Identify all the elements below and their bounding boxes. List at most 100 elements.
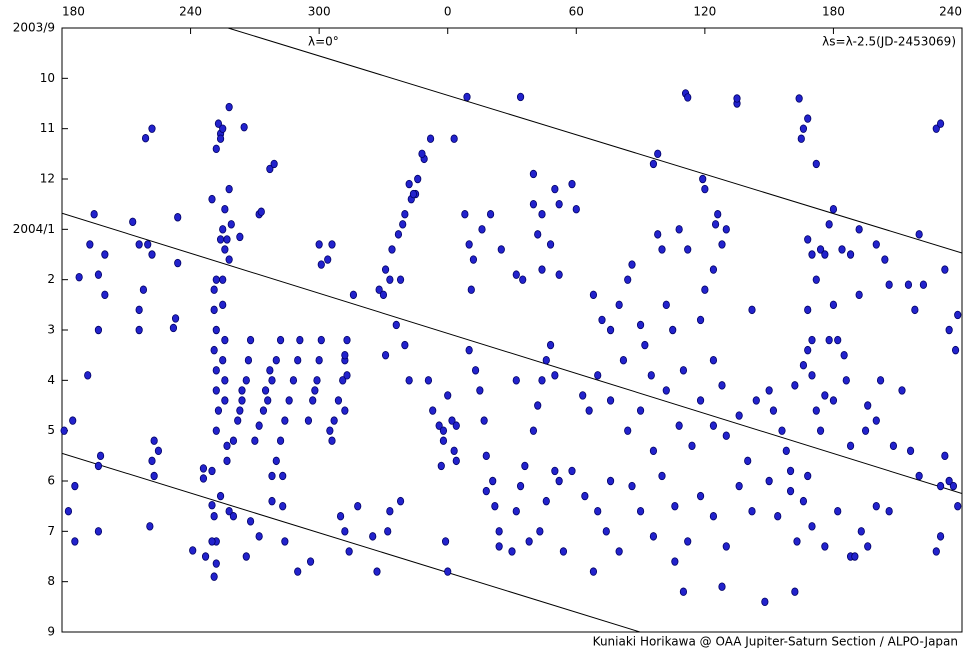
y-tick-label: 12 [40, 172, 55, 186]
point [521, 461, 529, 471]
point [821, 250, 829, 259]
point [808, 250, 816, 259]
point [279, 501, 287, 511]
point [872, 416, 880, 425]
point [861, 426, 870, 435]
point [221, 245, 229, 254]
point [606, 396, 615, 405]
point [932, 547, 940, 556]
point [647, 371, 655, 380]
point [701, 184, 709, 194]
point [722, 431, 730, 440]
point [334, 396, 343, 405]
point [786, 466, 795, 476]
point [684, 245, 692, 254]
point [589, 567, 598, 576]
point [71, 537, 79, 546]
point [381, 265, 390, 274]
point [945, 325, 953, 335]
point [808, 335, 816, 345]
point [864, 542, 872, 551]
point [396, 496, 405, 506]
point [825, 220, 833, 229]
point [326, 426, 334, 435]
point [941, 451, 949, 461]
point [343, 335, 351, 345]
point [219, 124, 227, 133]
point [450, 134, 458, 143]
point [238, 386, 246, 395]
point [330, 416, 338, 425]
point [373, 567, 381, 576]
point [512, 507, 520, 516]
point [463, 92, 471, 102]
point [306, 557, 315, 566]
point [786, 486, 795, 496]
point [855, 290, 863, 299]
point [636, 320, 645, 330]
point [821, 542, 829, 551]
point [279, 471, 287, 481]
point [268, 471, 276, 481]
point [482, 451, 490, 461]
x-tick-label: 60 [569, 5, 584, 19]
point [450, 446, 458, 455]
point [148, 250, 156, 259]
point [696, 315, 705, 325]
y-tick-label: 11 [40, 121, 55, 135]
point [212, 426, 220, 435]
point [842, 376, 850, 385]
point [212, 275, 220, 284]
point [212, 366, 220, 375]
point [240, 122, 248, 132]
point [797, 134, 805, 143]
point [684, 537, 692, 546]
point [261, 386, 270, 395]
point [624, 275, 632, 284]
point [491, 501, 499, 511]
point [696, 491, 705, 501]
point [709, 265, 718, 274]
point [86, 240, 94, 249]
point [216, 491, 225, 501]
point [71, 481, 79, 491]
point [212, 559, 220, 568]
point [405, 179, 413, 189]
point [148, 124, 156, 133]
point [64, 507, 73, 516]
point [572, 204, 580, 214]
point [281, 416, 289, 425]
point [855, 225, 863, 234]
point [84, 371, 92, 380]
point [954, 310, 962, 320]
point [662, 300, 670, 310]
point [840, 350, 848, 360]
point [675, 421, 683, 430]
point [709, 356, 718, 365]
x-tick-label: 0 [444, 5, 452, 19]
point [225, 255, 233, 264]
point [594, 507, 602, 516]
point [208, 466, 216, 476]
point [268, 496, 276, 506]
point [386, 507, 394, 516]
point [581, 491, 589, 501]
point [296, 335, 304, 345]
point [219, 225, 227, 234]
point [144, 240, 152, 249]
point [791, 587, 799, 596]
point [538, 265, 546, 274]
point [585, 406, 593, 415]
point [808, 371, 816, 380]
point [465, 345, 473, 355]
point [281, 537, 289, 546]
point [542, 356, 550, 365]
drift-line [227, 28, 962, 254]
y-tick-label: 10 [40, 71, 55, 85]
point [392, 320, 400, 330]
point [538, 210, 546, 219]
point [872, 240, 880, 249]
point [201, 552, 210, 561]
x-tick-label: 300 [308, 5, 331, 19]
point [598, 315, 606, 325]
